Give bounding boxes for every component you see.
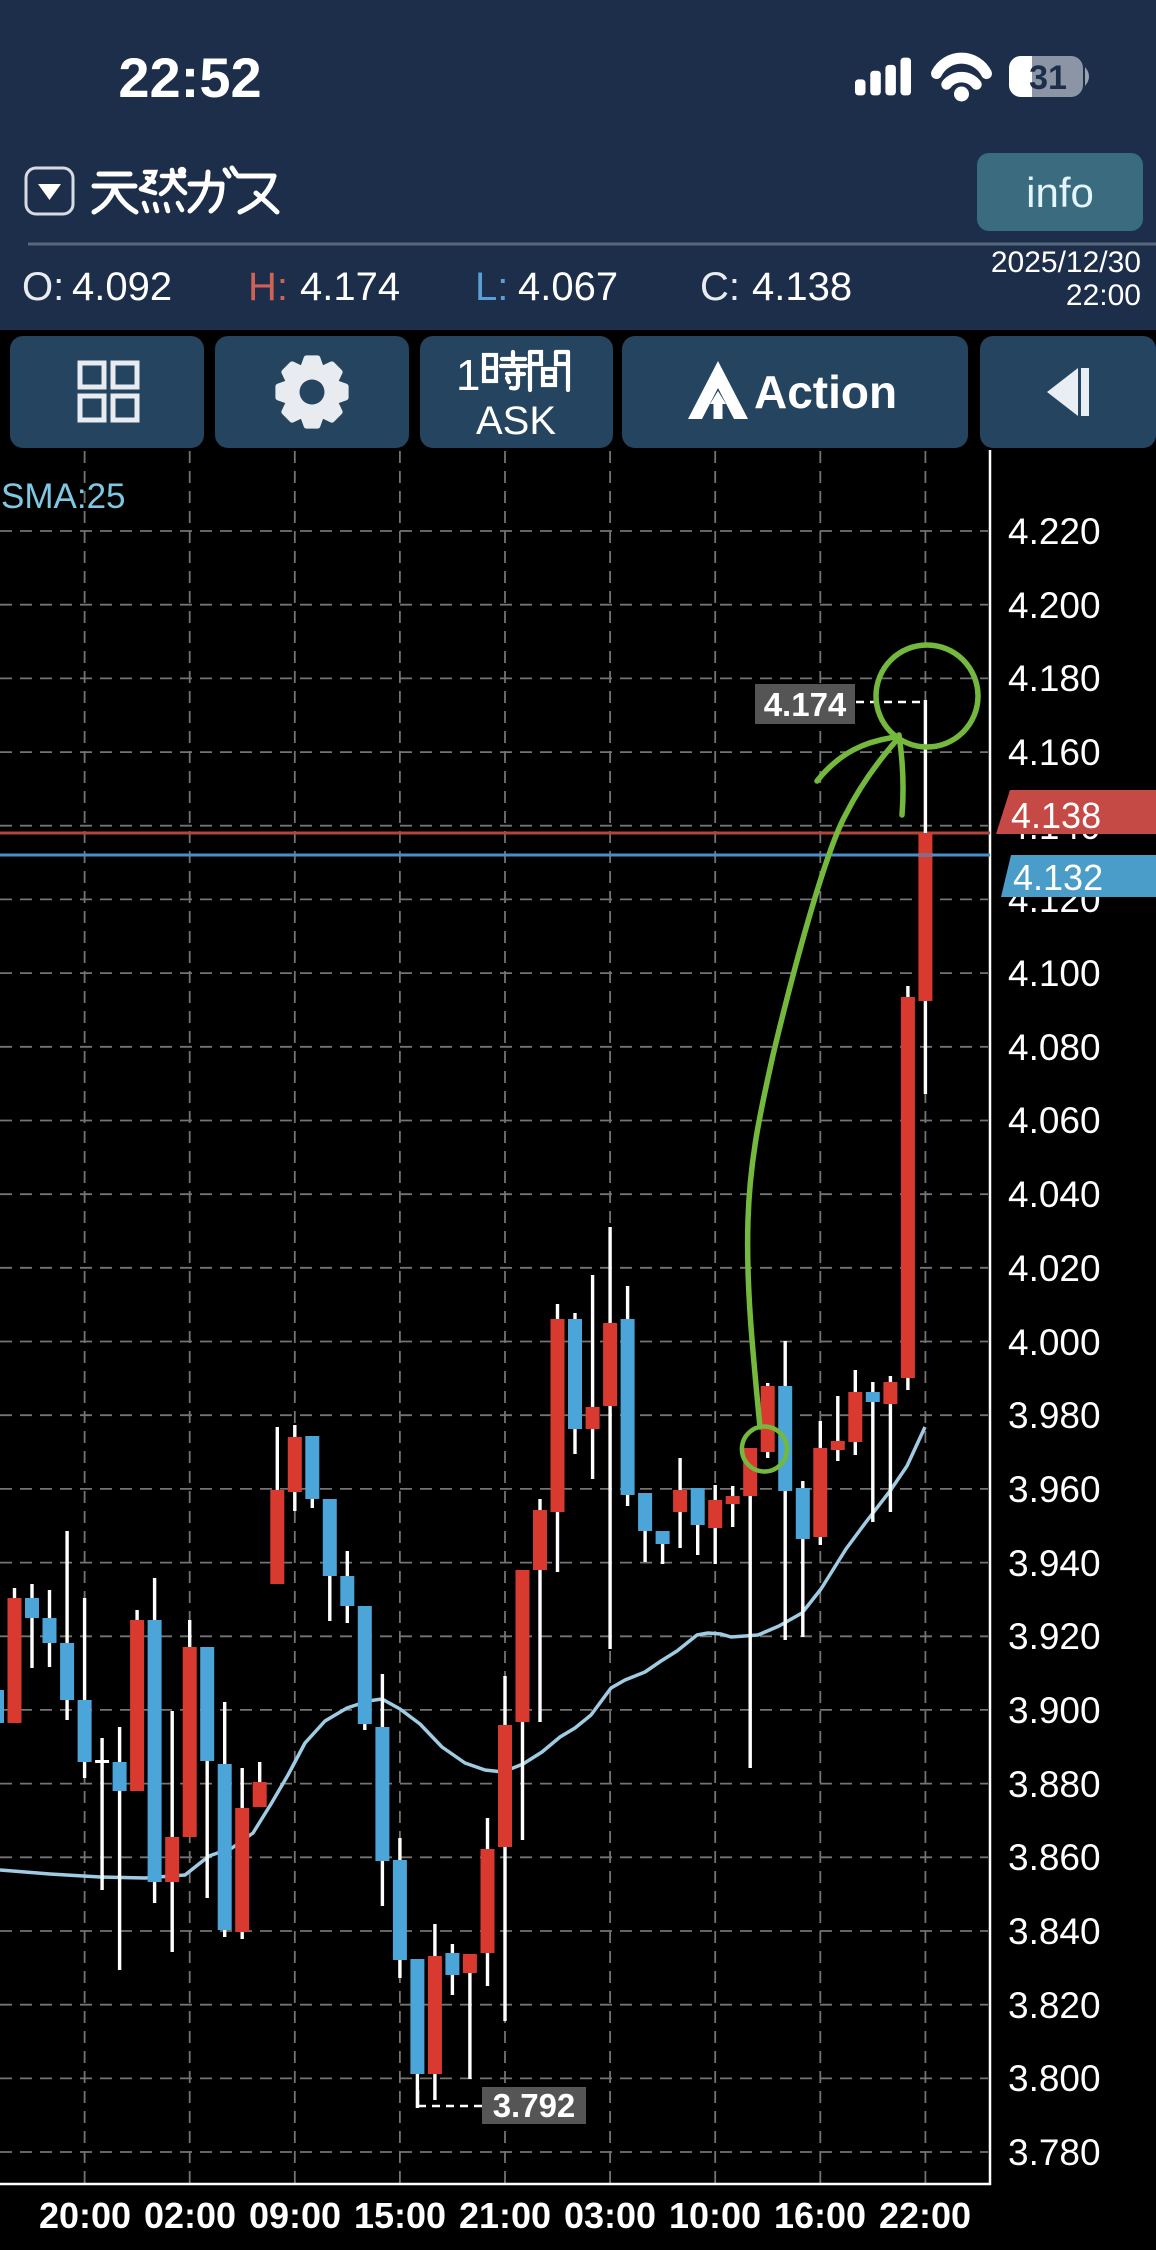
svg-text:3.840: 3.840 xyxy=(1008,1911,1101,1952)
svg-text:10:00: 10:00 xyxy=(669,2195,761,2236)
svg-text:1: 1 xyxy=(456,351,480,400)
svg-text:15:00: 15:00 xyxy=(354,2195,446,2236)
svg-text:22:00: 22:00 xyxy=(879,2195,971,2236)
svg-text:31: 31 xyxy=(1029,59,1067,97)
svg-text:3.940: 3.940 xyxy=(1008,1543,1101,1584)
svg-text:4.220: 4.220 xyxy=(1008,511,1101,552)
svg-text:21:00: 21:00 xyxy=(459,2195,551,2236)
svg-text:L:: L: xyxy=(475,265,508,309)
svg-text:4.160: 4.160 xyxy=(1008,732,1101,773)
svg-text:H:: H: xyxy=(248,265,288,309)
svg-text:4.092: 4.092 xyxy=(72,265,172,309)
svg-text:4.067: 4.067 xyxy=(518,265,618,309)
svg-text:3.792: 3.792 xyxy=(493,2087,576,2124)
svg-text:4.174: 4.174 xyxy=(300,265,400,309)
svg-text:4.100: 4.100 xyxy=(1008,953,1101,994)
svg-text:info: info xyxy=(1026,169,1094,216)
svg-text:3.820: 3.820 xyxy=(1008,1985,1101,2026)
svg-text:3.980: 3.980 xyxy=(1008,1395,1101,1436)
svg-text:03:00: 03:00 xyxy=(564,2195,656,2236)
svg-text:3.780: 3.780 xyxy=(1008,2132,1101,2173)
svg-text:4.080: 4.080 xyxy=(1008,1027,1101,1068)
svg-text:4.174: 4.174 xyxy=(764,686,847,723)
svg-text:4.180: 4.180 xyxy=(1008,658,1101,699)
svg-text:4.020: 4.020 xyxy=(1008,1248,1101,1289)
svg-text:4.138: 4.138 xyxy=(752,265,852,309)
svg-text:ASK: ASK xyxy=(476,399,556,443)
svg-text:4.000: 4.000 xyxy=(1008,1322,1101,1363)
svg-text:SMA:25: SMA:25 xyxy=(1,477,126,516)
svg-text:4.138: 4.138 xyxy=(1011,795,1101,836)
svg-text:3.960: 3.960 xyxy=(1008,1469,1101,1510)
svg-text:20:00: 20:00 xyxy=(39,2195,131,2236)
svg-text:3.880: 3.880 xyxy=(1008,1764,1101,1805)
svg-text:Action: Action xyxy=(754,366,897,418)
svg-text:4.132: 4.132 xyxy=(1013,857,1103,898)
svg-text:C:: C: xyxy=(700,265,740,309)
svg-text:4.060: 4.060 xyxy=(1008,1100,1101,1141)
svg-text:22:52: 22:52 xyxy=(118,46,261,109)
svg-text:O:: O: xyxy=(22,265,64,309)
svg-text:3.860: 3.860 xyxy=(1008,1837,1101,1878)
svg-text:3.920: 3.920 xyxy=(1008,1616,1101,1657)
svg-text:3.800: 3.800 xyxy=(1008,2058,1101,2099)
svg-text:22:00: 22:00 xyxy=(1066,279,1141,312)
svg-text:4.200: 4.200 xyxy=(1008,585,1101,626)
svg-text:3.900: 3.900 xyxy=(1008,1690,1101,1731)
svg-text:2025/12/30: 2025/12/30 xyxy=(991,246,1141,279)
svg-text:4.040: 4.040 xyxy=(1008,1174,1101,1215)
svg-text:16:00: 16:00 xyxy=(774,2195,866,2236)
svg-text:02:00: 02:00 xyxy=(144,2195,236,2236)
svg-text:09:00: 09:00 xyxy=(249,2195,341,2236)
